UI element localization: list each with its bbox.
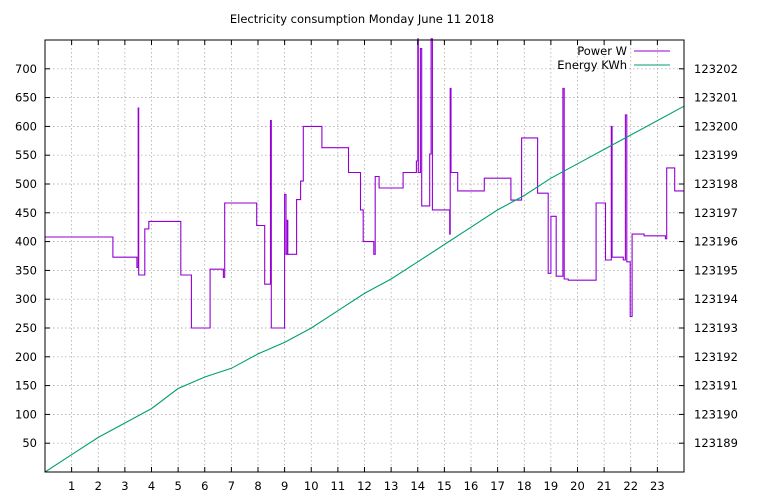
x-tick-label: 5 xyxy=(174,479,181,493)
chart-title: Electricity consumption Monday June 11 2… xyxy=(230,12,494,26)
y2-tick-label: 123198 xyxy=(694,177,738,191)
y2-tick-label: 123193 xyxy=(694,321,738,335)
x-tick-label: 21 xyxy=(597,479,612,493)
y-tick-label: 250 xyxy=(15,321,37,335)
x-tick-label: 3 xyxy=(121,479,128,493)
y2-tick-label: 123189 xyxy=(694,436,738,450)
x-tick-label: 20 xyxy=(570,479,585,493)
x-tick-label: 22 xyxy=(623,479,638,493)
y-tick-label: 650 xyxy=(15,91,37,105)
x-tick-label: 4 xyxy=(148,479,155,493)
y-tick-label: 550 xyxy=(15,148,37,162)
y2-tick-label: 123202 xyxy=(694,62,738,76)
y2-tick-label: 123192 xyxy=(694,350,738,364)
x-tick-label: 13 xyxy=(384,479,399,493)
y-tick-label: 450 xyxy=(15,206,37,220)
x-tick-label: 18 xyxy=(517,479,532,493)
x-tick-label: 11 xyxy=(331,479,346,493)
series-line-power-w xyxy=(45,38,684,329)
y-tick-label: 600 xyxy=(15,119,37,133)
y2-tick-label: 123194 xyxy=(694,292,738,306)
x-tick-label: 8 xyxy=(254,479,261,493)
y-tick-label: 300 xyxy=(15,292,37,306)
x-tick-label: 23 xyxy=(650,479,665,493)
y2-tick-label: 123200 xyxy=(694,119,738,133)
x-tick-label: 15 xyxy=(437,479,452,493)
x-tick-label: 1 xyxy=(68,479,75,493)
y2-tick-label: 123197 xyxy=(694,206,738,220)
y-tick-label: 200 xyxy=(15,350,37,364)
y2-tick-label: 123201 xyxy=(694,91,738,105)
y-tick-label: 400 xyxy=(15,235,37,249)
legend-label-power-w: Power W xyxy=(577,44,627,58)
y2-tick-label: 123190 xyxy=(694,407,738,421)
y2-tick-label: 123195 xyxy=(694,263,738,277)
y-tick-label: 500 xyxy=(15,177,37,191)
x-tick-label: 19 xyxy=(544,479,559,493)
x-tick-label: 6 xyxy=(201,479,208,493)
y2-tick-label: 123199 xyxy=(694,148,738,162)
gridlines xyxy=(45,40,684,472)
x-tick-label: 7 xyxy=(228,479,235,493)
y-tick-label: 700 xyxy=(15,62,37,76)
y2-tick-label: 123191 xyxy=(694,379,738,393)
x-tick-label: 14 xyxy=(410,479,425,493)
x-tick-label: 12 xyxy=(357,479,372,493)
legend-label-energy-kwh: Energy KWh xyxy=(557,58,627,72)
series-line-energy-kwh xyxy=(44,105,685,473)
x-tick-label: 10 xyxy=(304,479,319,493)
axes: 1 2 3 4 5 6 7 8 9 10 11 12 13 14 15 16 17 18 19 20 21 22 23501… xyxy=(15,40,738,493)
x-tick-label: 2 xyxy=(95,479,102,493)
y-tick-label: 150 xyxy=(15,379,37,393)
y-tick-label: 100 xyxy=(15,407,37,421)
x-tick-label: 16 xyxy=(464,479,479,493)
x-tick-label: 17 xyxy=(490,479,505,493)
y-tick-label: 50 xyxy=(22,436,37,450)
series-layer xyxy=(44,38,685,473)
y2-tick-label: 123196 xyxy=(694,235,738,249)
x-tick-label: 9 xyxy=(281,479,288,493)
y-tick-label: 350 xyxy=(15,263,37,277)
